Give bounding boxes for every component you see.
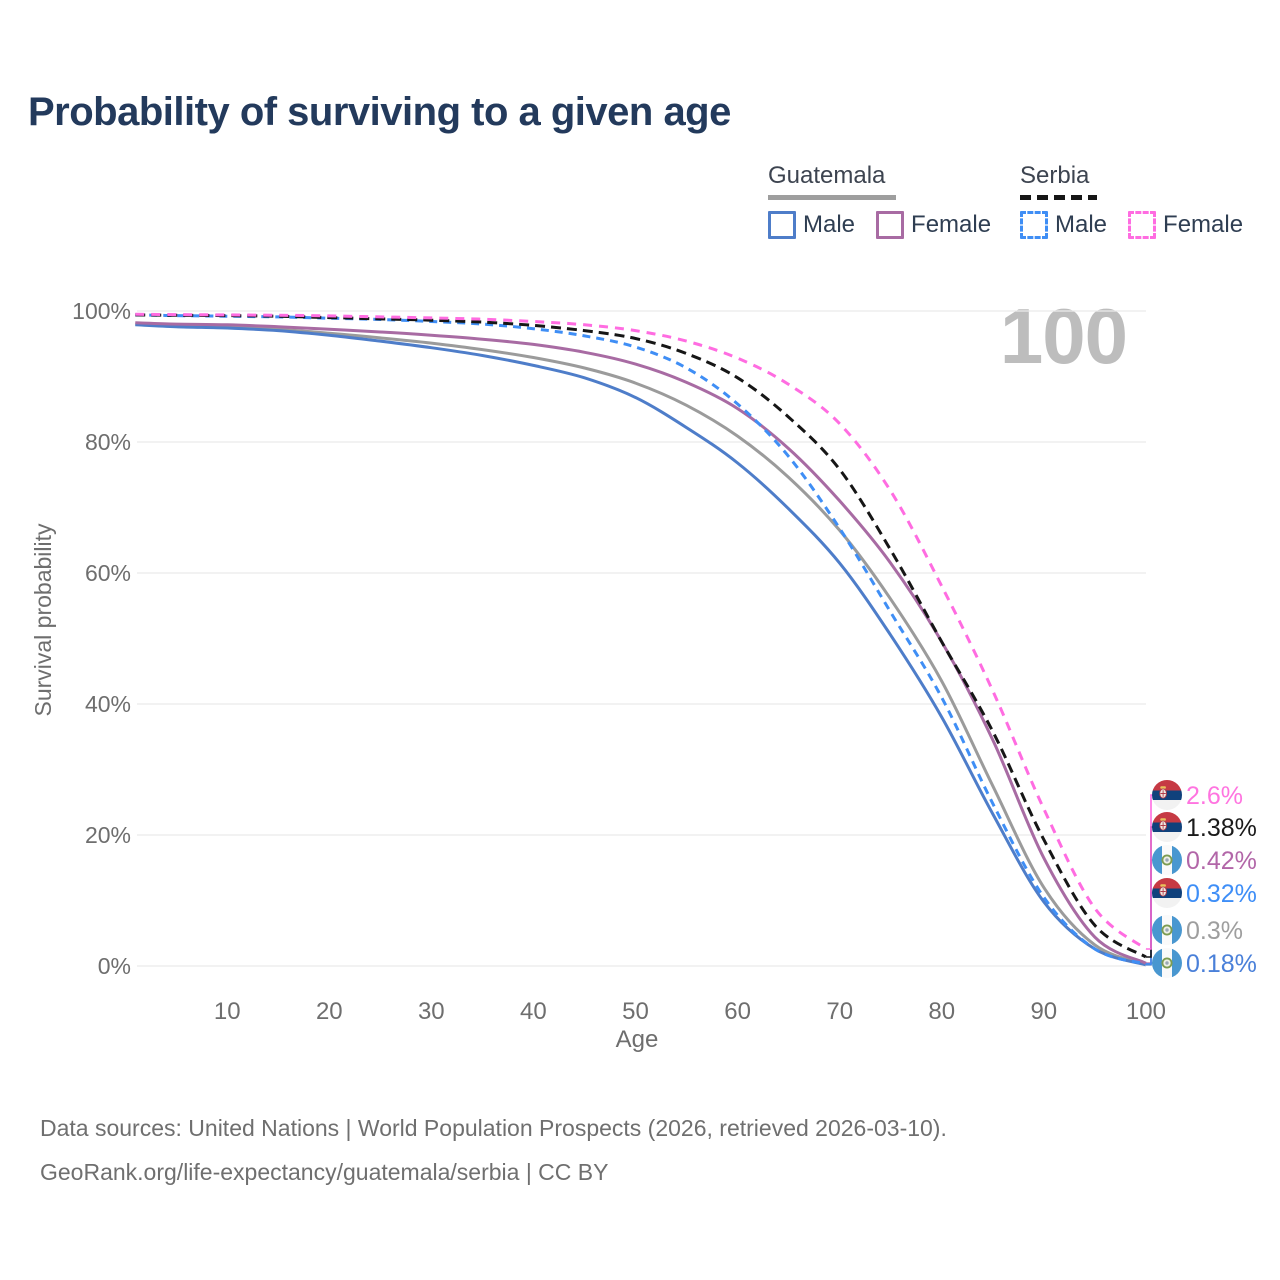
legend-group-guatemala-label: Guatemala xyxy=(768,162,886,189)
legend-group-guatemala-header[interactable]: Guatemala xyxy=(768,162,1012,200)
serbia-flag-icon xyxy=(1152,878,1182,908)
legend-swatch-guatemala-female[interactable] xyxy=(876,211,905,239)
legend-row-guatemala: Male Female xyxy=(768,211,1012,239)
guatemala-flag-icon xyxy=(1152,915,1182,945)
y-tick-label: 100% xyxy=(72,298,131,324)
end-value-label: 0.3% xyxy=(1186,917,1243,945)
x-tick-label: 20 xyxy=(316,998,343,1025)
x-tick-label: 40 xyxy=(520,998,547,1025)
y-tick-label: 40% xyxy=(85,691,131,717)
curve-guatemala-male[interactable] xyxy=(135,323,1147,967)
x-tick-label: 90 xyxy=(1030,998,1057,1025)
footer-attribution: GeoRank.org/life-expectancy/guatemala/se… xyxy=(40,1159,609,1185)
x-tick-label: 10 xyxy=(214,998,241,1025)
x-axis-title: Age xyxy=(615,1026,659,1053)
chart-footer: Data sources: United Nations | World Pop… xyxy=(40,1106,947,1194)
x-tick-label: 60 xyxy=(724,998,751,1025)
legend-group-serbia-header[interactable]: Serbia xyxy=(1020,162,1264,200)
legend-label-guatemala-male: Male xyxy=(803,211,856,238)
y-tick-label: 20% xyxy=(85,822,131,848)
curve-guatemala-both-sexes[interactable] xyxy=(135,322,1147,966)
footer-data-sources: Data sources: United Nations | World Pop… xyxy=(40,1115,947,1141)
legend-group-serbia: Serbia Male Female xyxy=(1020,162,1264,239)
end-value-label: 0.18% xyxy=(1186,950,1257,978)
end-value-label: 1.38% xyxy=(1186,814,1257,842)
x-tick-label: 70 xyxy=(826,998,853,1025)
curve-serbia-male[interactable] xyxy=(135,313,1147,966)
serbia-flag-icon xyxy=(1152,812,1182,842)
legend-line-sample-serbia xyxy=(1020,195,1097,200)
legend-label-guatemala-female: Female xyxy=(911,211,992,238)
legend-group-serbia-label: Serbia xyxy=(1020,162,1090,189)
x-tick-label: 80 xyxy=(928,998,955,1025)
guatemala-flag-icon xyxy=(1152,948,1182,978)
legend-swatch-guatemala-male[interactable] xyxy=(768,211,796,239)
curve-guatemala-female[interactable] xyxy=(135,321,1147,965)
legend-row-serbia: Male Female xyxy=(1020,211,1264,239)
curve-serbia-both-sexes[interactable] xyxy=(135,313,1147,959)
legend-item-serbia-female[interactable]: Female xyxy=(1128,211,1243,239)
x-tick-label: 50 xyxy=(622,998,649,1025)
legend-item-serbia-male[interactable]: Male xyxy=(1020,211,1107,239)
legend-item-guatemala-female[interactable]: Female xyxy=(876,211,991,239)
legend-label-serbia-female: Female xyxy=(1163,211,1244,238)
end-value-label: 0.32% xyxy=(1186,880,1257,908)
legend-group-guatemala: Guatemala Male Female xyxy=(768,162,1012,239)
y-tick-label: 60% xyxy=(85,560,131,586)
legend-item-guatemala-male[interactable]: Male xyxy=(768,211,855,239)
legend-swatch-serbia-male[interactable] xyxy=(1020,211,1048,239)
curve-serbia-female[interactable] xyxy=(135,312,1147,951)
legend-swatch-serbia-female[interactable] xyxy=(1128,211,1157,239)
end-value-label: 0.42% xyxy=(1186,847,1257,875)
x-tick-label: 30 xyxy=(418,998,445,1025)
y-tick-label: 0% xyxy=(98,953,131,979)
legend-line-sample-guatemala xyxy=(768,195,896,200)
end-value-label: 2.6% xyxy=(1186,782,1243,810)
y-tick-label: 80% xyxy=(85,429,131,455)
legend-label-serbia-male: Male xyxy=(1055,211,1108,238)
serbia-flag-icon xyxy=(1152,780,1182,810)
guatemala-flag-icon xyxy=(1152,845,1182,875)
x-tick-label: 100 xyxy=(1126,998,1166,1025)
chart-title: Probability of surviving to a given age xyxy=(28,90,731,134)
hover-age-watermark: 100 xyxy=(999,292,1128,380)
